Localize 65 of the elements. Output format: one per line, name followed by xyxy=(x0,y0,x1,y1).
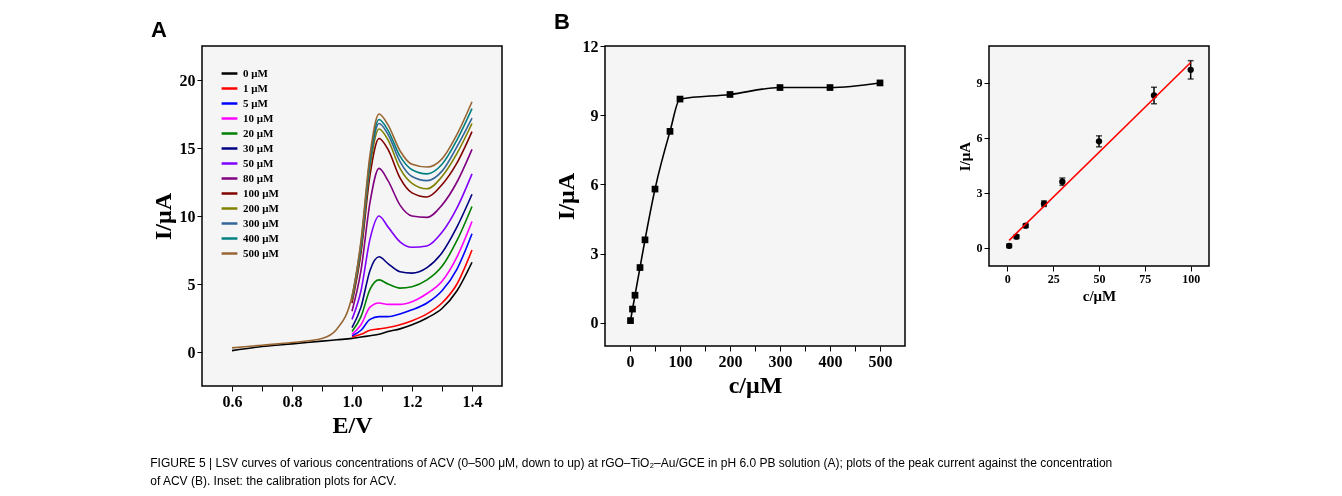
y-tick-label: 9 xyxy=(590,106,599,124)
point xyxy=(629,305,636,313)
x-tick-label: 75 xyxy=(1139,271,1152,286)
y-tick-label: 0 xyxy=(590,314,599,332)
point xyxy=(641,236,649,244)
x-tick-label: 0 xyxy=(626,352,635,370)
x-tick-label: 100 xyxy=(1182,271,1201,286)
y-axis-title: I/μA xyxy=(552,172,579,220)
y-tick-label: 3 xyxy=(590,245,599,263)
x-tick-label: 1.4 xyxy=(462,392,483,410)
x-tick-label: 300 xyxy=(768,352,793,370)
y-tick-label: 0 xyxy=(976,241,983,256)
x-tick-label: 0.8 xyxy=(282,392,303,410)
y-tick-label: 5 xyxy=(187,275,196,293)
legend-label: 300 μM xyxy=(243,216,280,229)
y-tick-label: 3 xyxy=(976,186,983,201)
x-tick-label: 0.6 xyxy=(222,392,243,410)
legend-label: 30 μM xyxy=(243,141,274,154)
y-axis-title: I/μA xyxy=(149,192,176,240)
legend-label: 10 μM xyxy=(243,111,274,124)
x-tick-label: 50 xyxy=(1093,271,1106,286)
legend-label: 5 μM xyxy=(243,96,269,109)
legend-label: 0 μM xyxy=(243,66,269,79)
y-tick-label: 12 xyxy=(582,37,599,55)
x-tick-label: 25 xyxy=(1047,271,1060,286)
x-axis-title: E/V xyxy=(332,411,374,438)
legend-label: 200 μM xyxy=(243,201,280,214)
legend-label: 400 μM xyxy=(243,231,280,244)
legend-label: 50 μM xyxy=(243,156,274,169)
y-tick-label: 6 xyxy=(976,131,983,146)
y-tick-label: 9 xyxy=(976,76,983,91)
legend-label: 20 μM xyxy=(243,126,274,139)
y-tick-label: 20 xyxy=(179,71,196,89)
y-axis-title: I/μA xyxy=(956,141,973,172)
point xyxy=(636,264,644,271)
x-axis-title: c/μM xyxy=(728,371,783,398)
x-tick-label: 400 xyxy=(818,352,843,370)
caption: FIGURE 5 | LSV curves of various concentrations of ACV (0–500 μM, down to up) at rGO–TiO₂–Au/GCE in pH 6.0 PB solution (A); plots of the peak current against the concentration of ACV (B). Inset: the calibration plots for ACV. xyxy=(150,455,1113,488)
line-series xyxy=(231,261,473,352)
legend-label: 1 μM xyxy=(243,81,269,94)
x-tick-label: 100 xyxy=(668,352,693,370)
x-tick-label: 500 xyxy=(868,352,893,370)
point xyxy=(826,84,834,91)
chart-title: B xyxy=(554,9,570,34)
legend-label: 100 μM xyxy=(243,186,280,199)
point xyxy=(776,84,784,91)
y-tick-label: 6 xyxy=(590,175,599,193)
x-tick-label: 0 xyxy=(1004,271,1011,286)
point xyxy=(666,128,674,135)
y-tick-label: 15 xyxy=(179,139,196,157)
line-series xyxy=(231,100,473,349)
line-series xyxy=(351,249,473,338)
chart-title: A xyxy=(151,17,167,42)
legend-label: 500 μM xyxy=(243,246,280,259)
legend-label: 80 μM xyxy=(243,171,274,184)
x-tick-label: 200 xyxy=(718,352,743,370)
y-tick-label: 10 xyxy=(179,207,196,225)
x-tick-label: 1.0 xyxy=(342,392,363,410)
x-axis-title: c/μM xyxy=(1082,287,1117,304)
point xyxy=(726,91,734,98)
point xyxy=(627,317,634,324)
line-series xyxy=(351,173,473,321)
x-tick-label: 1.2 xyxy=(402,392,423,410)
point xyxy=(631,291,639,299)
point xyxy=(1187,66,1194,73)
